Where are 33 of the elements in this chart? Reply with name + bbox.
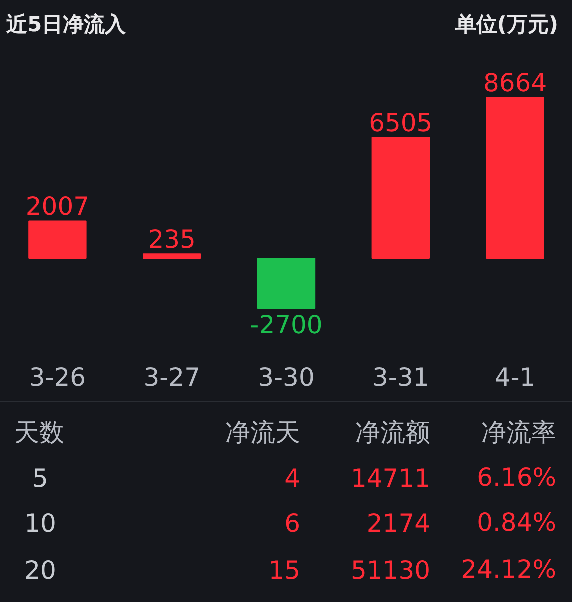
text: 6.16%	[477, 463, 557, 492]
data-label: -2700	[250, 310, 323, 340]
text: 5	[32, 464, 48, 493]
chart-subtitle: 单位(万元)	[454, 12, 559, 36]
text: 净流率	[482, 418, 556, 447]
bar	[257, 258, 316, 310]
bar	[486, 97, 544, 259]
text: 4	[284, 464, 300, 493]
data-label: 6505	[369, 108, 433, 138]
data-label: 235	[148, 225, 196, 254]
x-tick-label: 3-27	[144, 363, 200, 392]
text: 6	[284, 509, 300, 538]
x-tick-label: 3-31	[372, 363, 430, 392]
text: 2174	[366, 509, 430, 538]
text: 10	[24, 509, 56, 538]
x-tick-label: 3-30	[258, 363, 315, 392]
text: 天数	[14, 418, 64, 447]
text: 20	[24, 556, 56, 585]
bar	[143, 254, 202, 259]
bar	[28, 220, 87, 259]
text: 14711	[350, 464, 430, 493]
text: 24.12%	[461, 555, 557, 584]
bar	[372, 137, 430, 259]
data-label: 2007	[26, 192, 90, 222]
text: 51130	[350, 556, 430, 585]
text: 净流额	[356, 418, 430, 447]
x-tick-label: 4-1	[494, 363, 536, 392]
chart-title: 近5日净流入	[6, 12, 128, 36]
text: 0.84%	[477, 508, 557, 537]
text: 净流天	[226, 418, 300, 447]
x-tick-label: 3-26	[29, 363, 86, 392]
data-label: 8664	[483, 68, 548, 98]
text: 15	[268, 556, 300, 585]
